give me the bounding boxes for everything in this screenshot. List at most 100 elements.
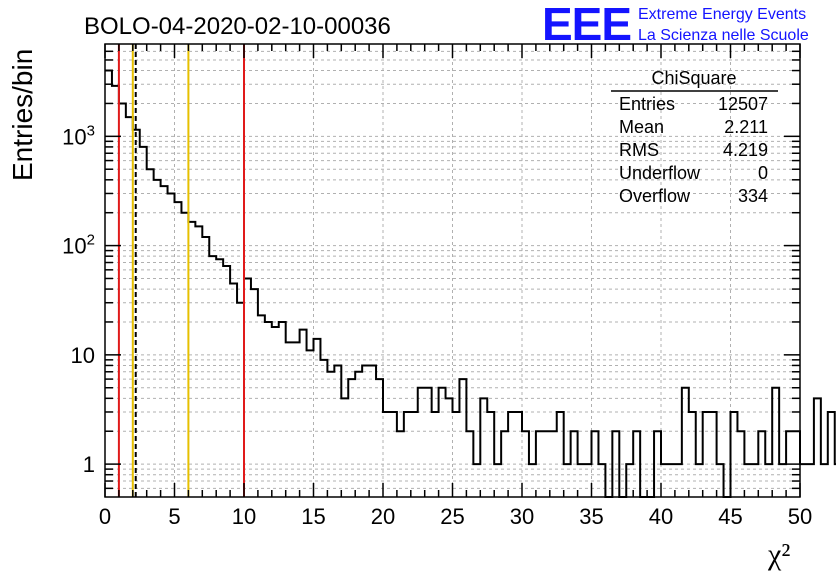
histogram-bin [209, 256, 216, 497]
histogram-bin [188, 222, 195, 497]
histogram-bin [397, 431, 404, 497]
histogram-bin [508, 412, 515, 497]
stats-value-mean: 2.211 [724, 117, 768, 137]
histogram-bin [494, 464, 501, 497]
histogram-bin [578, 464, 585, 497]
histogram-bin [550, 431, 557, 497]
grid-lines [105, 44, 800, 497]
histogram-bin [341, 398, 348, 497]
histogram-bin [369, 365, 376, 497]
y-tick-label: 1 [83, 452, 95, 477]
histogram-bin [737, 431, 744, 497]
histogram-bin [564, 464, 571, 497]
histogram-bin [536, 431, 543, 497]
logo-line-1: Extreme Energy Events [638, 6, 806, 23]
histogram-bin [592, 431, 599, 497]
y-tick-label: 102 [62, 232, 95, 259]
histogram-bin [439, 388, 446, 497]
histogram-bin [772, 388, 779, 497]
stats-label-entries: Entries [619, 94, 675, 114]
stats-value-overflow: 334 [738, 186, 768, 206]
histogram-bin [168, 193, 175, 497]
histogram-bin [612, 431, 619, 497]
histogram-bin [411, 412, 418, 497]
histogram-bin [571, 431, 578, 497]
histogram-bin [293, 342, 300, 497]
histogram-bin [230, 283, 237, 497]
histogram-bin [376, 379, 383, 497]
histogram-bin [202, 237, 209, 497]
histogram-bin [765, 464, 772, 497]
histogram-bin [480, 398, 487, 497]
histogram-bin [279, 322, 286, 497]
histogram-bin [731, 412, 738, 497]
histogram-bin [807, 464, 814, 497]
stats-label-overflow: Overflow [619, 186, 691, 206]
histogram-bin [314, 339, 321, 497]
histogram-bin [696, 464, 703, 497]
histogram-bin [703, 412, 710, 497]
histogram-bin [654, 431, 661, 497]
histogram-bin [473, 464, 480, 497]
histogram-bin [522, 431, 529, 497]
histogram-bin [453, 412, 460, 497]
histogram-bin [814, 398, 821, 497]
histogram-bin [675, 464, 682, 497]
histogram-bin [383, 412, 390, 497]
stats-value-entries: 12507 [718, 94, 768, 114]
histogram-outline [105, 69, 836, 498]
x-tick-label: 40 [649, 504, 673, 529]
x-tick-label: 5 [168, 504, 180, 529]
histogram-bin [147, 169, 154, 497]
histogram-bin [459, 379, 466, 497]
histogram-bin [272, 327, 279, 497]
histogram-bin [390, 412, 397, 497]
histogram-bin [237, 303, 244, 497]
x-tick-label: 45 [718, 504, 742, 529]
histogram-bin [348, 379, 355, 497]
histogram-bin [307, 350, 314, 497]
y-axis-label: Entries/bin [7, 49, 38, 181]
histogram-bin [425, 388, 432, 497]
y-tick-label: 103 [62, 122, 95, 149]
stats-label-underflow: Underflow [619, 163, 701, 183]
histogram-bin [487, 412, 494, 497]
histogram-bin [689, 412, 696, 497]
histogram-bin [195, 226, 202, 497]
cut-lines [117, 44, 245, 497]
histogram-bin [327, 372, 334, 497]
histogram-bin [258, 315, 265, 497]
histogram-bin [432, 412, 439, 497]
histogram-bin [682, 388, 689, 497]
histogram-bin [626, 464, 633, 497]
histogram-bin [140, 147, 147, 497]
histogram-bin [244, 278, 251, 497]
histogram-bin [585, 464, 592, 497]
logo-eee-text: EEE [542, 0, 631, 50]
histogram-bin [334, 365, 341, 497]
histogram-bin [710, 412, 717, 497]
histogram-bin [355, 372, 362, 497]
histogram-bin [779, 464, 786, 497]
histogram-bin [543, 431, 550, 497]
x-tick-label: 30 [510, 504, 534, 529]
axes: 0 5 10 15 20 25 30 35 40 45 50 1 10 102 103 [62, 43, 812, 529]
stats-label-rms: RMS [619, 140, 659, 160]
histogram-bin [320, 360, 327, 497]
histogram-bin [633, 431, 640, 497]
x-tick-label: 20 [371, 504, 395, 529]
histogram-bin [300, 330, 307, 497]
histogram-bin [446, 398, 453, 497]
histogram-bin [758, 431, 765, 497]
eee-logo: EEE Extreme Energy Events La Scienza nel… [542, 0, 809, 50]
histogram-bin [126, 117, 133, 497]
histogram-bin [744, 464, 751, 497]
histogram-bin [529, 464, 536, 497]
stats-box: ChiSquare Entries 12507 Mean 2.211 RMS 4… [611, 68, 778, 206]
x-tick-label: 0 [99, 504, 111, 529]
histogram-bin [828, 412, 835, 497]
stats-label-mean: Mean [619, 117, 664, 137]
chart-title: BOLO-04-2020-02-10-00036 [84, 13, 391, 40]
histogram-bin [251, 289, 258, 497]
